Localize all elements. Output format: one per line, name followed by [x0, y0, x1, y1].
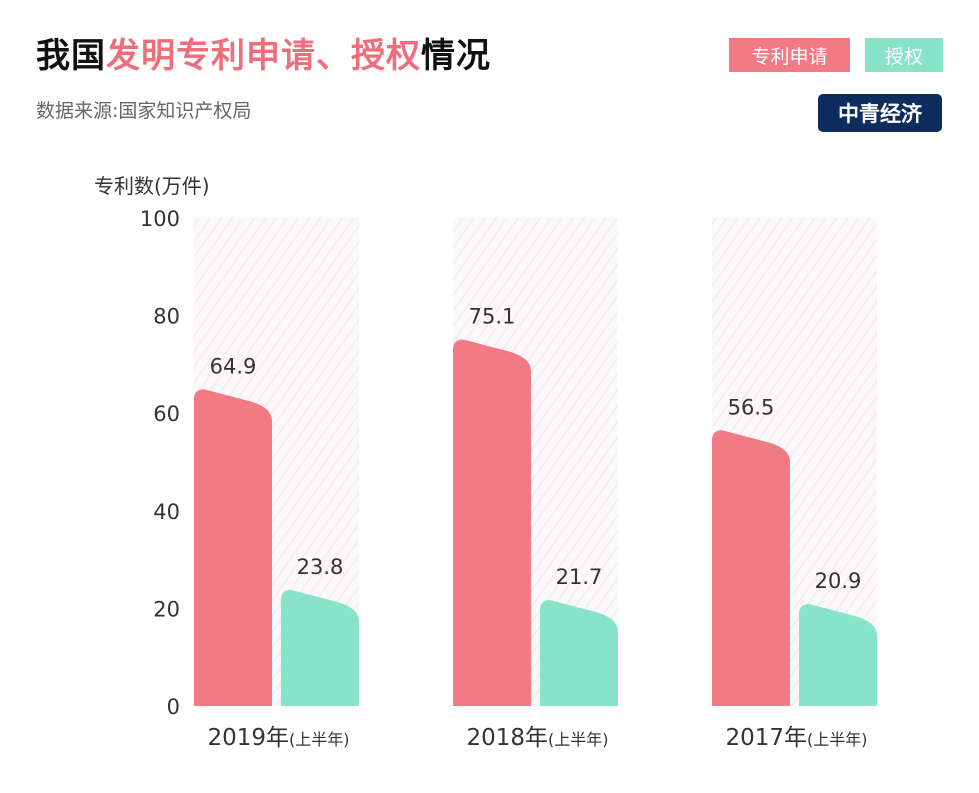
y-axis-label: 专利数(万件) [94, 174, 210, 198]
x-category-label: 2019年(上半年) [207, 725, 349, 751]
y-tick-label: 40 [153, 500, 180, 524]
y-tick-label: 100 [140, 207, 180, 231]
legend-grant: 授权 [865, 38, 943, 72]
chart-title: 我国发明专利申请、授权情况 [36, 28, 491, 77]
title-highlight: 发明专利申请、授权 [106, 36, 421, 76]
y-tick-label: 0 [167, 695, 180, 719]
x-category-label: 2018年(上半年) [466, 725, 608, 751]
bar-apply [712, 430, 790, 706]
brand-logo: 中青经济 [818, 94, 942, 132]
data-label: 23.8 [297, 555, 344, 579]
bar-grant [281, 589, 359, 706]
x-category-year: 2018年 [466, 725, 548, 751]
data-label: 64.9 [210, 354, 257, 378]
bar-apply [194, 389, 272, 706]
title-part1: 我国 [36, 36, 106, 76]
data-label: 56.5 [728, 395, 775, 419]
data-label: 21.7 [556, 565, 603, 589]
x-category-note: (上半年) [548, 730, 609, 749]
x-category-label: 2017年(上半年) [725, 725, 867, 751]
data-label: 20.9 [815, 569, 862, 593]
y-tick-label: 60 [153, 402, 180, 426]
bar-apply [453, 339, 531, 706]
bar-grant [540, 600, 618, 706]
x-category-note: (上半年) [289, 730, 350, 749]
data-source: 数据来源:国家知识产权局 [36, 100, 252, 122]
bar-grant [799, 604, 877, 706]
x-category-year: 2017年 [725, 725, 807, 751]
x-category-year: 2019年 [207, 725, 289, 751]
y-tick-label: 80 [153, 305, 180, 329]
y-tick-label: 20 [153, 597, 180, 621]
legend-apply: 专利申请 [729, 38, 850, 72]
x-category-note: (上半年) [807, 730, 868, 749]
title-part2: 情况 [421, 36, 491, 76]
data-label: 75.1 [469, 305, 516, 329]
